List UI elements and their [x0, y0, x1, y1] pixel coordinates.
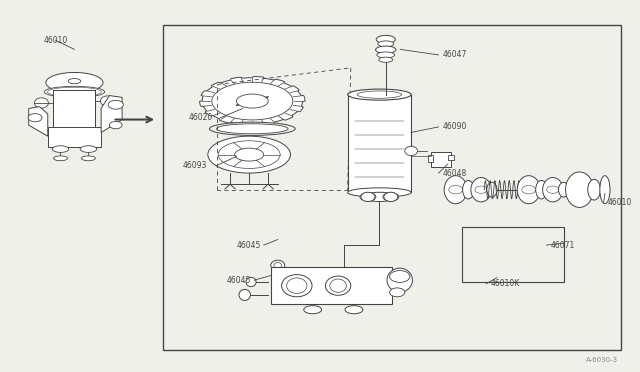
- Ellipse shape: [282, 275, 312, 297]
- Ellipse shape: [218, 141, 280, 169]
- Ellipse shape: [559, 182, 569, 197]
- Ellipse shape: [360, 193, 376, 201]
- Bar: [462, 227, 564, 282]
- Ellipse shape: [100, 96, 115, 106]
- Ellipse shape: [208, 136, 291, 173]
- Ellipse shape: [362, 192, 397, 202]
- Ellipse shape: [547, 186, 559, 193]
- Ellipse shape: [588, 179, 600, 200]
- Ellipse shape: [384, 192, 398, 202]
- Polygon shape: [200, 77, 305, 126]
- Ellipse shape: [236, 94, 268, 108]
- Ellipse shape: [235, 148, 264, 161]
- Ellipse shape: [543, 177, 563, 202]
- Text: 46010: 46010: [608, 198, 632, 207]
- Ellipse shape: [404, 146, 417, 155]
- Text: 46071: 46071: [551, 241, 575, 250]
- Ellipse shape: [517, 176, 540, 204]
- Text: 46045: 46045: [236, 241, 261, 250]
- Ellipse shape: [216, 124, 288, 134]
- Ellipse shape: [348, 89, 411, 100]
- Ellipse shape: [209, 122, 295, 135]
- Ellipse shape: [348, 188, 411, 197]
- Text: 46048: 46048: [443, 169, 467, 177]
- Bar: [428, 155, 433, 162]
- Ellipse shape: [377, 52, 395, 58]
- Bar: [348, 94, 411, 192]
- Polygon shape: [29, 107, 48, 136]
- Circle shape: [390, 270, 410, 282]
- Circle shape: [109, 121, 122, 129]
- Ellipse shape: [287, 278, 307, 294]
- Ellipse shape: [357, 91, 402, 98]
- Bar: [448, 155, 454, 160]
- Ellipse shape: [54, 156, 67, 161]
- Text: 46047: 46047: [443, 51, 467, 60]
- Ellipse shape: [361, 192, 375, 202]
- Bar: [431, 152, 451, 167]
- Ellipse shape: [304, 306, 321, 314]
- Text: A-6030-3: A-6030-3: [586, 357, 618, 363]
- Ellipse shape: [330, 279, 346, 292]
- Ellipse shape: [566, 172, 593, 208]
- Ellipse shape: [52, 146, 68, 153]
- Ellipse shape: [449, 186, 463, 194]
- Ellipse shape: [274, 262, 282, 268]
- Ellipse shape: [463, 180, 474, 199]
- Ellipse shape: [378, 41, 394, 47]
- Ellipse shape: [212, 82, 293, 120]
- Circle shape: [390, 288, 404, 297]
- Ellipse shape: [536, 180, 547, 199]
- Ellipse shape: [46, 73, 103, 93]
- Ellipse shape: [44, 86, 104, 97]
- Ellipse shape: [325, 276, 351, 295]
- Ellipse shape: [600, 176, 610, 204]
- Ellipse shape: [81, 156, 95, 161]
- Ellipse shape: [379, 57, 393, 62]
- Bar: [163, 25, 621, 350]
- Ellipse shape: [345, 306, 363, 314]
- Text: 46020: 46020: [189, 113, 213, 122]
- Text: 46045: 46045: [227, 276, 252, 285]
- Bar: [54, 90, 95, 129]
- Ellipse shape: [271, 260, 285, 270]
- Ellipse shape: [80, 146, 97, 153]
- Ellipse shape: [387, 268, 412, 292]
- Ellipse shape: [471, 177, 491, 202]
- Ellipse shape: [444, 176, 467, 204]
- Circle shape: [108, 100, 124, 109]
- Text: 46010: 46010: [44, 36, 67, 45]
- Ellipse shape: [239, 289, 250, 301]
- Text: 46093: 46093: [182, 161, 207, 170]
- Polygon shape: [101, 96, 122, 132]
- Ellipse shape: [487, 182, 497, 197]
- Ellipse shape: [68, 78, 81, 84]
- Text: 46090: 46090: [443, 122, 467, 131]
- Bar: [48, 127, 101, 147]
- Text: 46010K: 46010K: [491, 279, 520, 288]
- Ellipse shape: [383, 193, 399, 201]
- Bar: [271, 267, 392, 304]
- Ellipse shape: [475, 186, 487, 193]
- Ellipse shape: [246, 278, 256, 286]
- Ellipse shape: [522, 186, 536, 194]
- Ellipse shape: [376, 35, 396, 44]
- Ellipse shape: [35, 98, 49, 108]
- Ellipse shape: [376, 46, 396, 54]
- Ellipse shape: [47, 87, 102, 96]
- Circle shape: [28, 113, 42, 122]
